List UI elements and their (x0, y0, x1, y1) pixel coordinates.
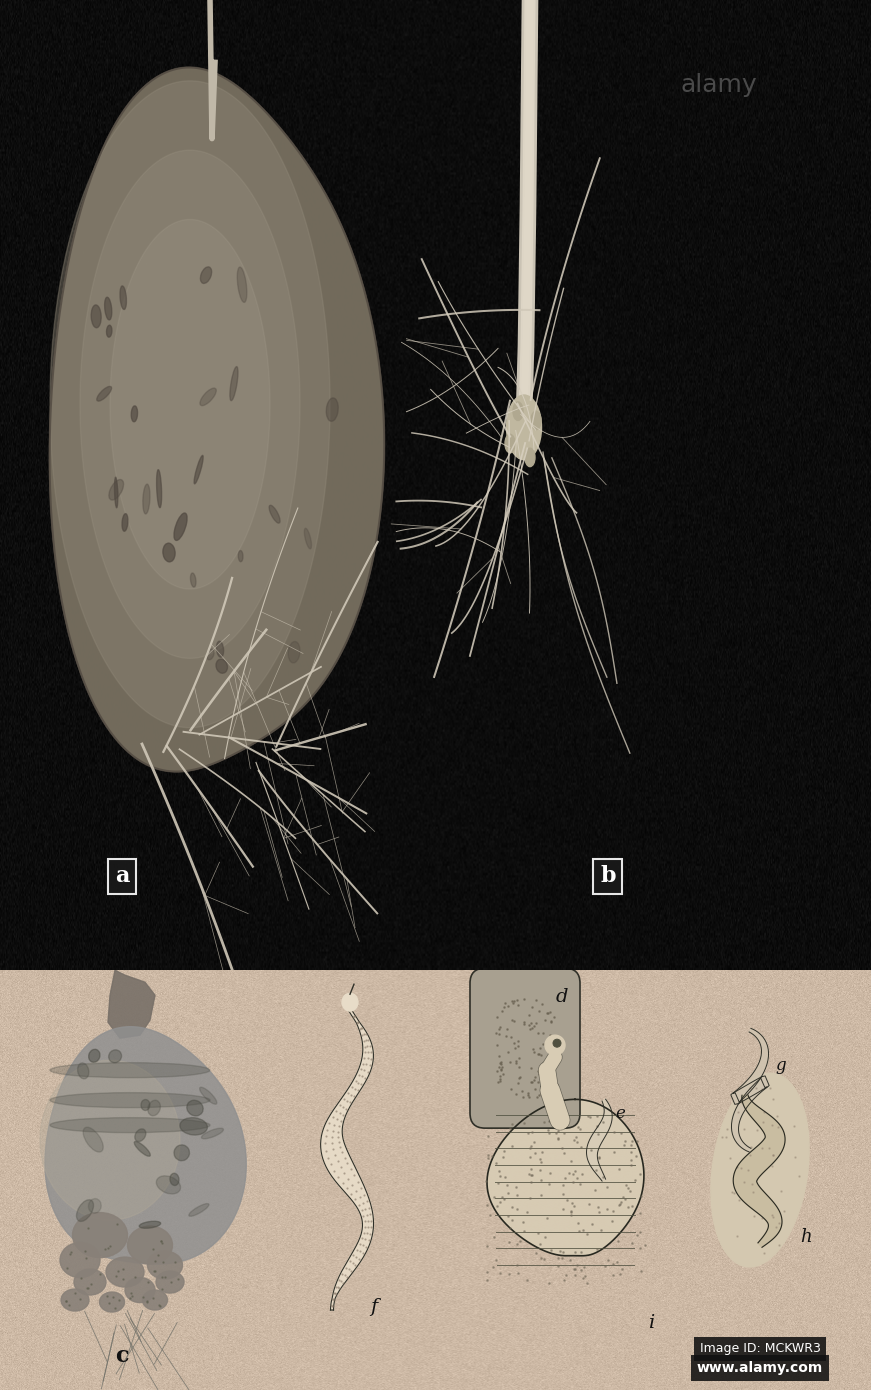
Ellipse shape (200, 388, 216, 406)
Text: h: h (800, 1229, 812, 1245)
Ellipse shape (174, 513, 187, 541)
Ellipse shape (143, 484, 150, 514)
Polygon shape (731, 1029, 769, 1152)
Ellipse shape (89, 1198, 101, 1213)
Ellipse shape (74, 1269, 106, 1295)
Polygon shape (586, 1099, 612, 1182)
Ellipse shape (77, 1200, 93, 1222)
Ellipse shape (99, 1293, 125, 1312)
Text: i: i (648, 1314, 654, 1332)
Ellipse shape (61, 1289, 89, 1311)
Ellipse shape (163, 543, 175, 562)
Ellipse shape (531, 411, 541, 430)
Text: alamy: alamy (680, 74, 757, 97)
Ellipse shape (191, 573, 196, 587)
Polygon shape (487, 1099, 644, 1255)
Ellipse shape (91, 304, 101, 328)
Text: a: a (115, 866, 130, 887)
Ellipse shape (50, 1093, 210, 1108)
Ellipse shape (83, 1127, 103, 1152)
Ellipse shape (170, 1173, 179, 1186)
Ellipse shape (545, 1036, 565, 1055)
Polygon shape (321, 1009, 374, 1309)
Polygon shape (45, 1027, 246, 1264)
Polygon shape (80, 150, 300, 659)
Text: b: b (600, 866, 616, 887)
FancyBboxPatch shape (470, 969, 580, 1129)
Ellipse shape (304, 528, 312, 549)
Polygon shape (733, 1095, 785, 1247)
Ellipse shape (114, 477, 118, 507)
Ellipse shape (122, 514, 128, 531)
Ellipse shape (180, 1118, 207, 1136)
Ellipse shape (105, 297, 111, 320)
Ellipse shape (141, 1099, 150, 1111)
Text: c: c (115, 1346, 129, 1366)
Ellipse shape (269, 505, 280, 523)
Ellipse shape (513, 402, 523, 420)
Ellipse shape (186, 1101, 203, 1116)
Ellipse shape (120, 286, 126, 310)
Ellipse shape (143, 1290, 167, 1309)
Ellipse shape (216, 659, 227, 673)
Ellipse shape (505, 434, 515, 453)
Ellipse shape (157, 470, 162, 507)
Ellipse shape (125, 1277, 155, 1302)
Ellipse shape (217, 641, 224, 657)
Ellipse shape (288, 642, 300, 663)
Ellipse shape (327, 398, 338, 421)
Text: g: g (775, 1058, 786, 1074)
Ellipse shape (342, 994, 358, 1011)
Ellipse shape (134, 1141, 151, 1156)
Ellipse shape (148, 1101, 160, 1116)
Text: Image ID: MCKWR3: Image ID: MCKWR3 (699, 1341, 820, 1355)
Ellipse shape (174, 1145, 190, 1161)
Ellipse shape (711, 1073, 809, 1266)
Ellipse shape (135, 1129, 145, 1141)
Ellipse shape (189, 1204, 209, 1216)
Ellipse shape (72, 1212, 127, 1258)
Polygon shape (50, 81, 330, 727)
Ellipse shape (525, 448, 535, 467)
Text: www.alamy.com: www.alamy.com (697, 1361, 823, 1375)
Ellipse shape (109, 480, 124, 500)
Ellipse shape (147, 1251, 183, 1279)
Ellipse shape (139, 1222, 160, 1229)
Ellipse shape (106, 325, 111, 338)
Ellipse shape (200, 267, 212, 284)
Polygon shape (40, 1061, 180, 1220)
Ellipse shape (239, 550, 243, 562)
Ellipse shape (507, 395, 542, 460)
Text: f: f (370, 1298, 377, 1316)
Ellipse shape (194, 456, 203, 484)
Polygon shape (110, 220, 270, 589)
Ellipse shape (97, 386, 111, 402)
Ellipse shape (132, 406, 138, 421)
Ellipse shape (50, 1118, 210, 1133)
Ellipse shape (50, 1063, 210, 1077)
Ellipse shape (109, 1049, 122, 1063)
Ellipse shape (237, 267, 246, 303)
Ellipse shape (60, 1243, 100, 1277)
Ellipse shape (553, 1040, 561, 1047)
Ellipse shape (156, 1270, 184, 1293)
Polygon shape (50, 68, 384, 771)
Ellipse shape (156, 1176, 180, 1194)
Text: e: e (615, 1105, 625, 1122)
Ellipse shape (89, 1049, 100, 1062)
Ellipse shape (201, 1129, 224, 1138)
Ellipse shape (78, 1063, 89, 1079)
Text: d: d (556, 988, 569, 1006)
Ellipse shape (230, 367, 238, 400)
Polygon shape (108, 970, 155, 1038)
Ellipse shape (127, 1226, 172, 1264)
Ellipse shape (199, 1087, 217, 1104)
Ellipse shape (106, 1257, 144, 1287)
Ellipse shape (206, 649, 214, 660)
